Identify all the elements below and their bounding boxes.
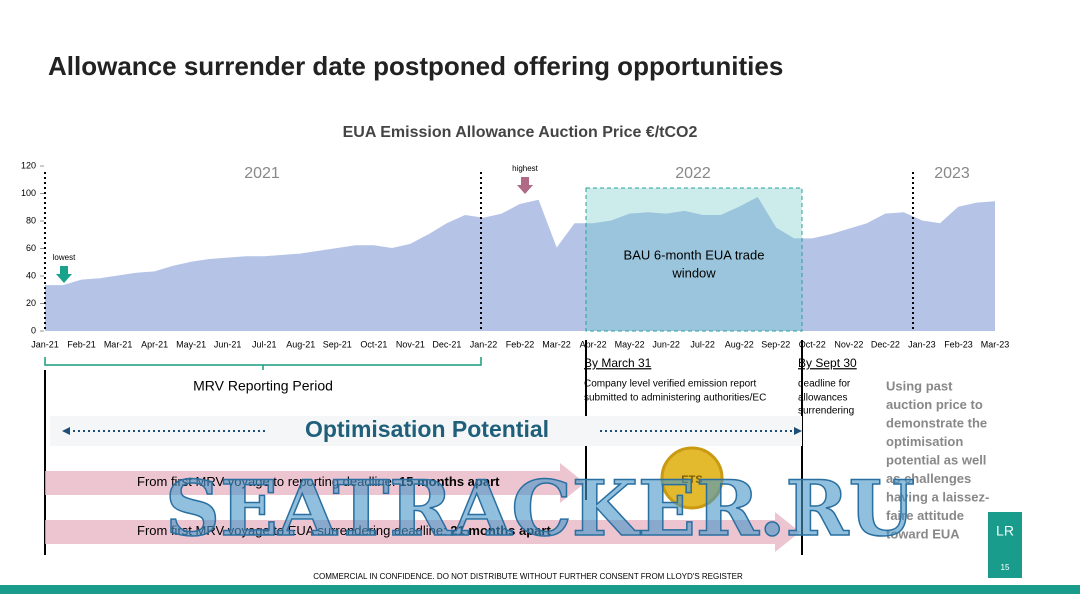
x-tick-label: Jun-21 — [214, 339, 242, 349]
x-tick-label: Dec-22 — [871, 339, 900, 349]
optimisation-label: Optimisation Potential — [305, 416, 549, 442]
x-tick-label: Jan-22 — [470, 339, 498, 349]
arrow-text: From first MRV voyage to reporting deadl… — [137, 474, 500, 489]
y-tick-label: 20 — [26, 298, 36, 308]
year-label: 2021 — [244, 165, 280, 182]
side-line: faire attitude — [886, 508, 964, 523]
deadline-text: submitted to administering authorities/E… — [584, 393, 766, 404]
x-tick-label: Aug-22 — [725, 339, 754, 349]
slide-title: Allowance surrender date postponed offer… — [48, 51, 783, 81]
y-tick-label: 60 — [26, 243, 36, 253]
x-tick-label: Dec-21 — [432, 339, 461, 349]
deadline-text: deadline for — [798, 379, 851, 390]
side-line: as challenges — [886, 471, 971, 486]
x-tick-label: Jan-23 — [908, 339, 936, 349]
arrow-bar — [45, 512, 800, 552]
year-label: 2023 — [934, 165, 970, 182]
side-note: Using past auction price to demonstrate th… — [886, 378, 989, 541]
x-tick-label: Nov-21 — [396, 339, 425, 349]
x-tick-label: Feb-22 — [506, 339, 535, 349]
x-tick-label: Mar-21 — [104, 339, 133, 349]
x-tick-label: Feb-23 — [944, 339, 973, 349]
side-line: demonstrate the — [886, 415, 987, 430]
arrow-icon — [517, 177, 533, 194]
area-line — [45, 196, 996, 287]
page-box — [988, 512, 1022, 578]
text-part: From first MRV voyage to reporting deadl… — [137, 474, 399, 489]
side-line: auction price to — [886, 397, 983, 412]
deadline-text: allowances — [798, 393, 847, 404]
x-tick-label: Jul-21 — [252, 339, 277, 349]
annotation: lowest — [53, 253, 76, 262]
x-tick-label: Jan-21 — [31, 339, 59, 349]
x-tick-label: May-22 — [615, 339, 645, 349]
y-tick-label: 0 — [31, 325, 36, 335]
trade-window — [585, 187, 803, 332]
x-tick-label: Oct-22 — [799, 339, 826, 349]
deadline-heading: By March 31 — [584, 356, 652, 370]
chart-title: EUA Emission Allowance Auction Price €/t… — [343, 124, 698, 141]
side-line: Using past — [886, 378, 953, 393]
side-line: potential as well — [886, 452, 986, 467]
badge — [660, 446, 724, 510]
x-tick-label: Apr-21 — [141, 339, 168, 349]
text-bold: 15 months apart — [399, 474, 500, 489]
y-tick-label: 100 — [21, 188, 36, 198]
x-tick-label: Sep-21 — [323, 339, 352, 349]
watermark: SEATRACKER.RU — [165, 464, 915, 553]
window-label: window — [671, 265, 716, 280]
badge-text: ETS — [681, 474, 702, 486]
arrow-bar — [45, 463, 585, 503]
x-tick-label: Apr-22 — [580, 339, 607, 349]
footer-bar — [0, 585, 1080, 594]
x-tick-label: Feb-21 — [67, 339, 96, 349]
side-line: optimisation — [886, 434, 963, 449]
arrow-text: From first MRV voyage to EUA surrenderin… — [137, 523, 551, 538]
text-part: From first MRV voyage to EUA surrenderin… — [137, 523, 450, 538]
x-tick-label: Oct-21 — [360, 339, 387, 349]
deadline-text: Company level verified emission report — [584, 379, 757, 390]
x-tick-label: Mar-23 — [981, 339, 1010, 349]
x-tick-label: Nov-22 — [834, 339, 863, 349]
annotation: highest — [512, 164, 539, 173]
window-label: BAU 6-month EUA trade — [624, 247, 765, 262]
deadline-text: surrendering — [798, 406, 854, 417]
area-fill — [45, 197, 995, 331]
logo: LR — [996, 523, 1014, 539]
x-tick-label: Jul-22 — [690, 339, 715, 349]
x-tick-label: Jun-22 — [652, 339, 680, 349]
x-tick-label: Mar-22 — [542, 339, 571, 349]
x-tick-label: May-21 — [176, 339, 206, 349]
text-bold: 21 months apart — [450, 523, 551, 538]
footer: COMMERCIAL IN CONFIDENCE. DO NOT DISTRIB… — [313, 572, 743, 581]
y-tick-label: 80 — [26, 215, 36, 225]
period-label: MRV Reporting Period — [193, 378, 333, 394]
bracket — [44, 357, 482, 370]
deadline-heading: By Sept 30 — [798, 356, 857, 370]
y-tick-label: 120 — [21, 160, 36, 170]
y-tick-label: 40 — [26, 270, 36, 280]
side-line: toward EUA — [886, 526, 960, 541]
year-dividers — [44, 172, 914, 331]
page-number: 15 — [1001, 563, 1010, 572]
side-line: having a laissez- — [886, 489, 989, 504]
x-tick-label: Sep-22 — [761, 339, 790, 349]
x-tick-label: Aug-21 — [286, 339, 315, 349]
year-label: 2022 — [675, 165, 711, 182]
arrow-icon — [56, 266, 72, 283]
